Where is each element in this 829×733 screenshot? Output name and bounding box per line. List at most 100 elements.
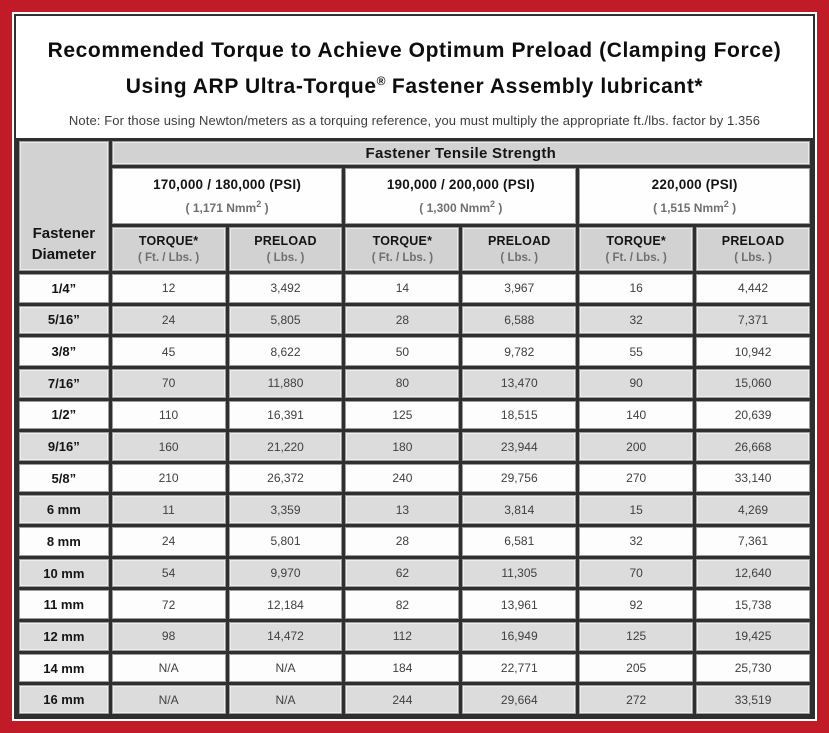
value-cell: 90 xyxy=(579,368,694,398)
psi-header-row: 170,000 / 180,000 (PSI) ( 1,171 Nmm2 ) 1… xyxy=(19,168,810,224)
value-cell: 180 xyxy=(345,432,460,461)
value-cell: 25,730 xyxy=(696,653,810,683)
value-cell: 16 xyxy=(579,274,694,303)
value-cell: 4,442 xyxy=(696,274,810,303)
value-cell: 28 xyxy=(345,305,460,335)
diameter-cell: 7/16” xyxy=(19,368,109,398)
diameter-cell: 5/16” xyxy=(19,305,109,335)
diameter-cell: 16 mm xyxy=(19,685,109,714)
nmm-label: ( 1,300 Nmm2 ) xyxy=(419,199,503,215)
value-cell: 210 xyxy=(111,463,226,493)
value-cell: 240 xyxy=(345,463,460,493)
value-cell: 125 xyxy=(345,400,460,430)
value-cell: 244 xyxy=(345,685,460,714)
value-cell: 62 xyxy=(345,558,460,588)
value-cell: 54 xyxy=(111,558,226,588)
value-cell: 6,588 xyxy=(462,305,577,335)
value-cell: 23,944 xyxy=(462,432,577,461)
table-row: 3/8” 45 8,622 50 9,782 55 10,942 xyxy=(19,337,810,366)
registered-trademark-symbol: ® xyxy=(376,74,386,88)
diameter-cell: 9/16” xyxy=(19,432,109,461)
value-cell: 110 xyxy=(111,400,226,430)
value-cell: 13,470 xyxy=(462,368,577,398)
value-cell: 32 xyxy=(579,305,694,335)
value-cell: 55 xyxy=(579,337,694,366)
value-cell: 7,371 xyxy=(696,305,810,335)
psi-header-190-200: 190,000 / 200,000 (PSI) ( 1,300 Nmm2 ) xyxy=(345,168,577,224)
nmm-label: ( 1,171 Nmm2 ) xyxy=(185,199,269,215)
table-row: 12 mm 98 14,472 112 16,949 125 19,425 xyxy=(19,622,810,651)
value-cell: 18,515 xyxy=(462,400,577,430)
value-cell: N/A xyxy=(228,653,343,683)
table-row: 16 mm N/A N/A 244 29,664 272 33,519 xyxy=(19,685,810,714)
diameter-cell: 3/8” xyxy=(19,337,109,366)
table-row: 5/16” 24 5,805 28 6,588 32 7,371 xyxy=(19,305,810,335)
preload-column-header-3: PRELOAD( Lbs. ) xyxy=(696,227,810,271)
value-cell: 45 xyxy=(111,337,226,366)
value-cell: 6,581 xyxy=(462,527,577,556)
value-cell: 15 xyxy=(579,495,694,525)
diameter-cell: 12 mm xyxy=(19,622,109,651)
value-cell: 14 xyxy=(345,274,460,303)
value-cell: N/A xyxy=(111,685,226,714)
table-row: 1/4” 12 3,492 14 3,967 16 4,442 xyxy=(19,274,810,303)
value-cell: 70 xyxy=(111,368,226,398)
value-cell: 14,472 xyxy=(228,622,343,651)
value-cell: 72 xyxy=(111,590,226,620)
value-cell: 16,391 xyxy=(228,400,343,430)
corner-line2: Diameter xyxy=(31,246,96,263)
value-cell: 184 xyxy=(345,653,460,683)
value-cell: 24 xyxy=(111,527,226,556)
title-line2-text-end: Fastener Assembly lubricant* xyxy=(385,75,704,98)
diameter-cell: 14 mm xyxy=(19,653,109,683)
diameter-cell: 1/4” xyxy=(19,274,109,303)
value-cell: 28 xyxy=(345,527,460,556)
value-cell: 50 xyxy=(345,337,460,366)
nmm-label: ( 1,515 Nmm2 ) xyxy=(653,199,737,215)
title-block: Recommended Torque to Achieve Optimum Pr… xyxy=(16,16,813,138)
value-cell: 15,060 xyxy=(696,368,810,398)
value-cell: 26,372 xyxy=(228,463,343,493)
value-cell: N/A xyxy=(228,685,343,714)
value-cell: 32 xyxy=(579,527,694,556)
value-cell: 3,814 xyxy=(462,495,577,525)
corner-header-fastener-diameter: Fastener Diameter xyxy=(19,141,109,271)
psi-header-220: 220,000 (PSI) ( 1,515 Nmm2 ) xyxy=(579,168,810,224)
psi-label: 170,000 / 180,000 (PSI) xyxy=(153,177,302,192)
value-cell: 29,664 xyxy=(462,685,577,714)
value-cell: 13 xyxy=(345,495,460,525)
value-cell: 11 xyxy=(111,495,226,525)
torque-column-header-2: TORQUE*( Ft. / Lbs. ) xyxy=(345,227,460,271)
value-cell: 11,880 xyxy=(228,368,343,398)
value-cell: 98 xyxy=(111,622,226,651)
value-cell: 80 xyxy=(345,368,460,398)
value-cell: 140 xyxy=(579,400,694,430)
table-row: 1/2” 110 16,391 125 18,515 140 20,639 xyxy=(19,400,810,430)
value-cell: 125 xyxy=(579,622,694,651)
value-cell: 4,269 xyxy=(696,495,810,525)
value-cell: 12,184 xyxy=(228,590,343,620)
value-cell: 24 xyxy=(111,305,226,335)
value-cell: 3,967 xyxy=(462,274,577,303)
newton-meters-note: Note: For those using Newton/meters as a… xyxy=(68,113,761,128)
value-cell: 15,738 xyxy=(696,590,810,620)
preload-column-header-2: PRELOAD( Lbs. ) xyxy=(462,227,577,271)
value-cell: 33,140 xyxy=(696,463,810,493)
value-cell: 29,756 xyxy=(462,463,577,493)
diameter-cell: 10 mm xyxy=(19,558,109,588)
value-cell: 205 xyxy=(579,653,694,683)
value-cell: 92 xyxy=(579,590,694,620)
value-cell: 200 xyxy=(579,432,694,461)
psi-label: 190,000 / 200,000 (PSI) xyxy=(386,177,535,192)
value-cell: 12,640 xyxy=(696,558,810,588)
diameter-cell: 5/8” xyxy=(19,463,109,493)
table-row: 5/8” 210 26,372 240 29,756 270 33,140 xyxy=(19,463,810,493)
value-cell: 11,305 xyxy=(462,558,577,588)
value-cell: 5,805 xyxy=(228,305,343,335)
table-row: 10 mm 54 9,970 62 11,305 70 12,640 xyxy=(19,558,810,588)
value-cell: 5,801 xyxy=(228,527,343,556)
torque-column-header-1: TORQUE*( Ft. / Lbs. ) xyxy=(111,227,226,271)
fastener-tensile-strength-header: Fastener Tensile Strength xyxy=(111,141,810,165)
diameter-cell: 11 mm xyxy=(19,590,109,620)
